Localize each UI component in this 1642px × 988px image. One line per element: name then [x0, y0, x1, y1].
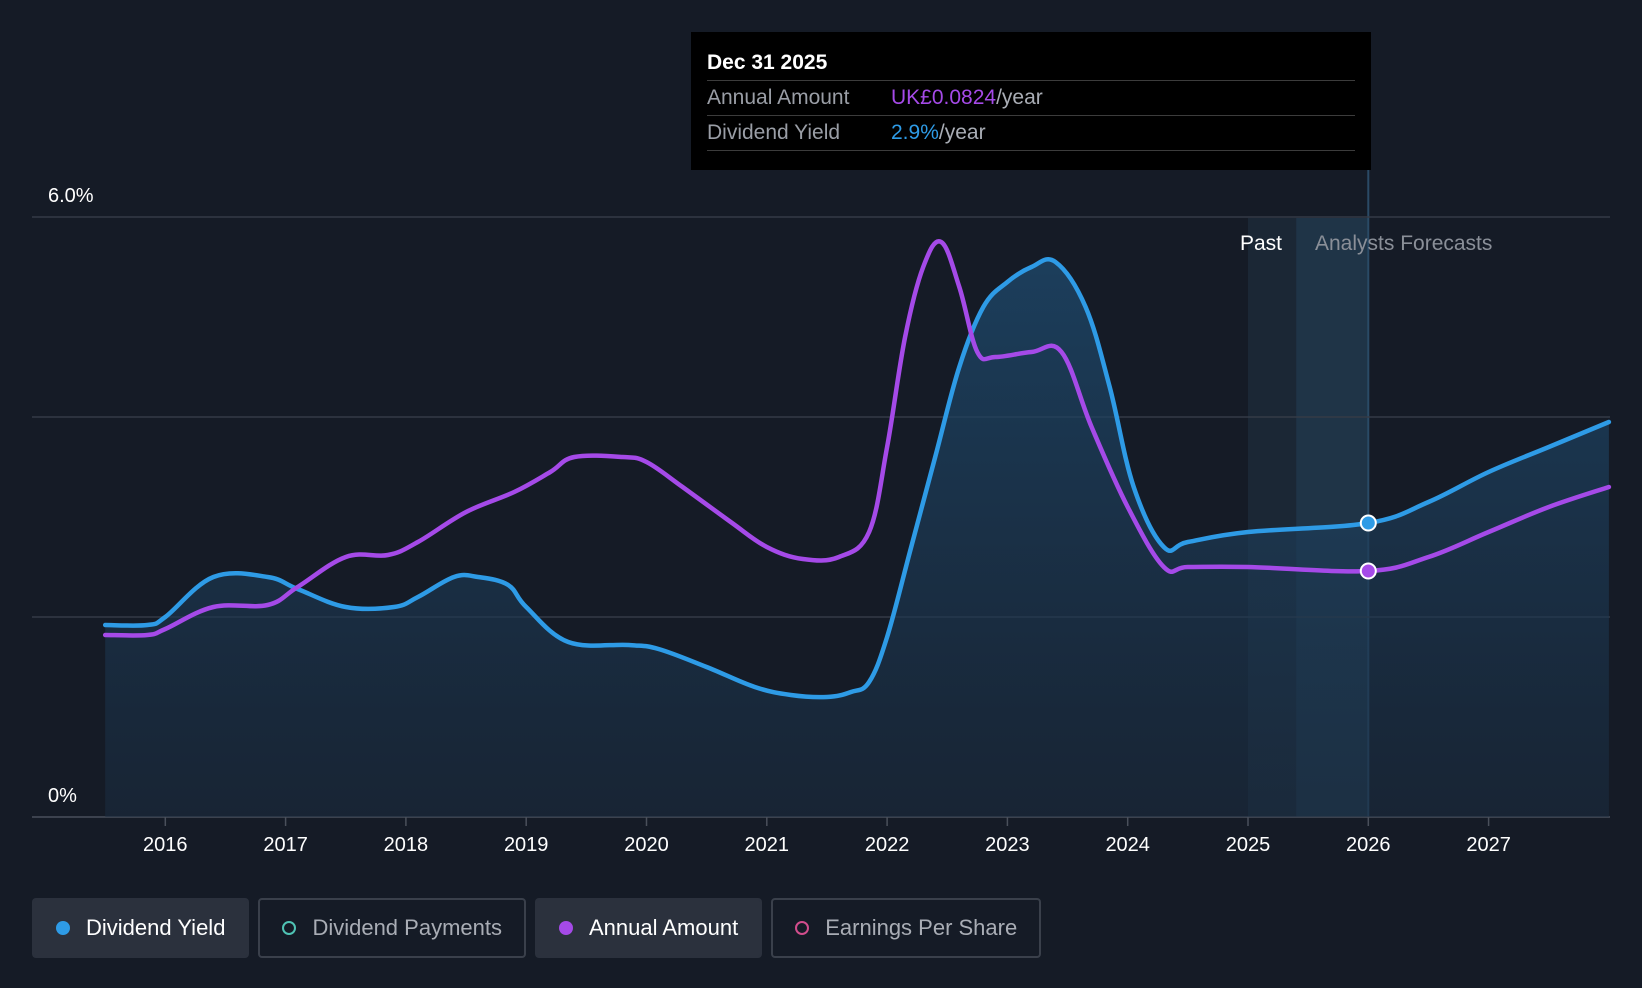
dividend-yield-line: [102, 256, 1612, 700]
series-lines: [102, 239, 1612, 700]
x-tick-label-2021: 2021: [745, 834, 790, 856]
legend-label: Dividend Yield: [86, 915, 226, 940]
tooltip-label: Annual Amount: [707, 86, 850, 109]
x-tick-label-2018: 2018: [384, 834, 429, 856]
forecast-label: Analysts Forecasts: [1315, 232, 1492, 255]
tooltip-date: Dec 31 2025: [707, 46, 1355, 81]
tooltip-unit: /year: [938, 121, 986, 144]
legend-annual-amount[interactable]: Annual Amount: [534, 898, 763, 958]
x-tick-label-2022: 2022: [865, 834, 910, 856]
y-axis-top-label: 6.0%: [48, 185, 94, 207]
tooltip: Dec 31 2025 Annual Amount UK£0.0824 /yea…: [691, 32, 1371, 170]
tooltip-row-annual-amount: Annual Amount UK£0.0824 /year: [707, 81, 1355, 116]
x-tick-label-2020: 2020: [624, 834, 669, 856]
x-tick-label-2016: 2016: [143, 834, 188, 856]
annual-amount-dot-icon: [558, 921, 573, 935]
tooltip-value: 2.9%: [891, 121, 939, 144]
y-axis-bottom-label: 0%: [48, 785, 77, 807]
x-tick-label-2019: 2019: [504, 834, 549, 856]
dividend-yield-area: [105, 259, 1609, 817]
tooltip-unit: /year: [996, 86, 1043, 109]
x-tick-label-2017: 2017: [263, 834, 308, 856]
legend-label: Annual Amount: [588, 915, 739, 940]
annual-amount-line: [102, 239, 1612, 638]
legend-label: Earnings Per Share: [825, 915, 1018, 940]
tooltip-row-dividend-yield: Dividend Yield 2.9% /year: [707, 116, 1355, 151]
series-areas: [105, 259, 1609, 817]
dividend-yield-current-marker: [1359, 514, 1377, 532]
x-tick-label-2027: 2027: [1466, 834, 1511, 856]
legend: Dividend Yield Dividend Payments Annual …: [32, 898, 1042, 958]
dividend-payments-ring-icon: [282, 921, 297, 935]
x-tick-label-2024: 2024: [1105, 834, 1150, 856]
x-tick-label-2025: 2025: [1226, 834, 1271, 856]
legend-earnings-per-share[interactable]: Earnings Per Share: [771, 898, 1042, 958]
legend-dividend-yield[interactable]: Dividend Yield: [32, 898, 250, 958]
series-markers: [1359, 514, 1377, 580]
annual-amount-current-marker: [1359, 562, 1377, 580]
tooltip-label: Dividend Yield: [707, 121, 841, 144]
x-tick-label-2023: 2023: [985, 834, 1030, 856]
legend-label: Dividend Payments: [312, 915, 502, 940]
earnings-per-share-ring-icon: [795, 921, 810, 935]
tooltip-value: UK£0.0824: [891, 86, 997, 109]
dividend-yield-dot-icon: [56, 921, 70, 935]
x-tick-label-2026: 2026: [1346, 834, 1391, 856]
past-label: Past: [1240, 232, 1282, 255]
legend-dividend-payments[interactable]: Dividend Payments: [258, 898, 526, 958]
x-axis-ticks: 2016 2017 2018 2019 2020 2021 2022 2023 2024 2025…: [143, 817, 1511, 856]
